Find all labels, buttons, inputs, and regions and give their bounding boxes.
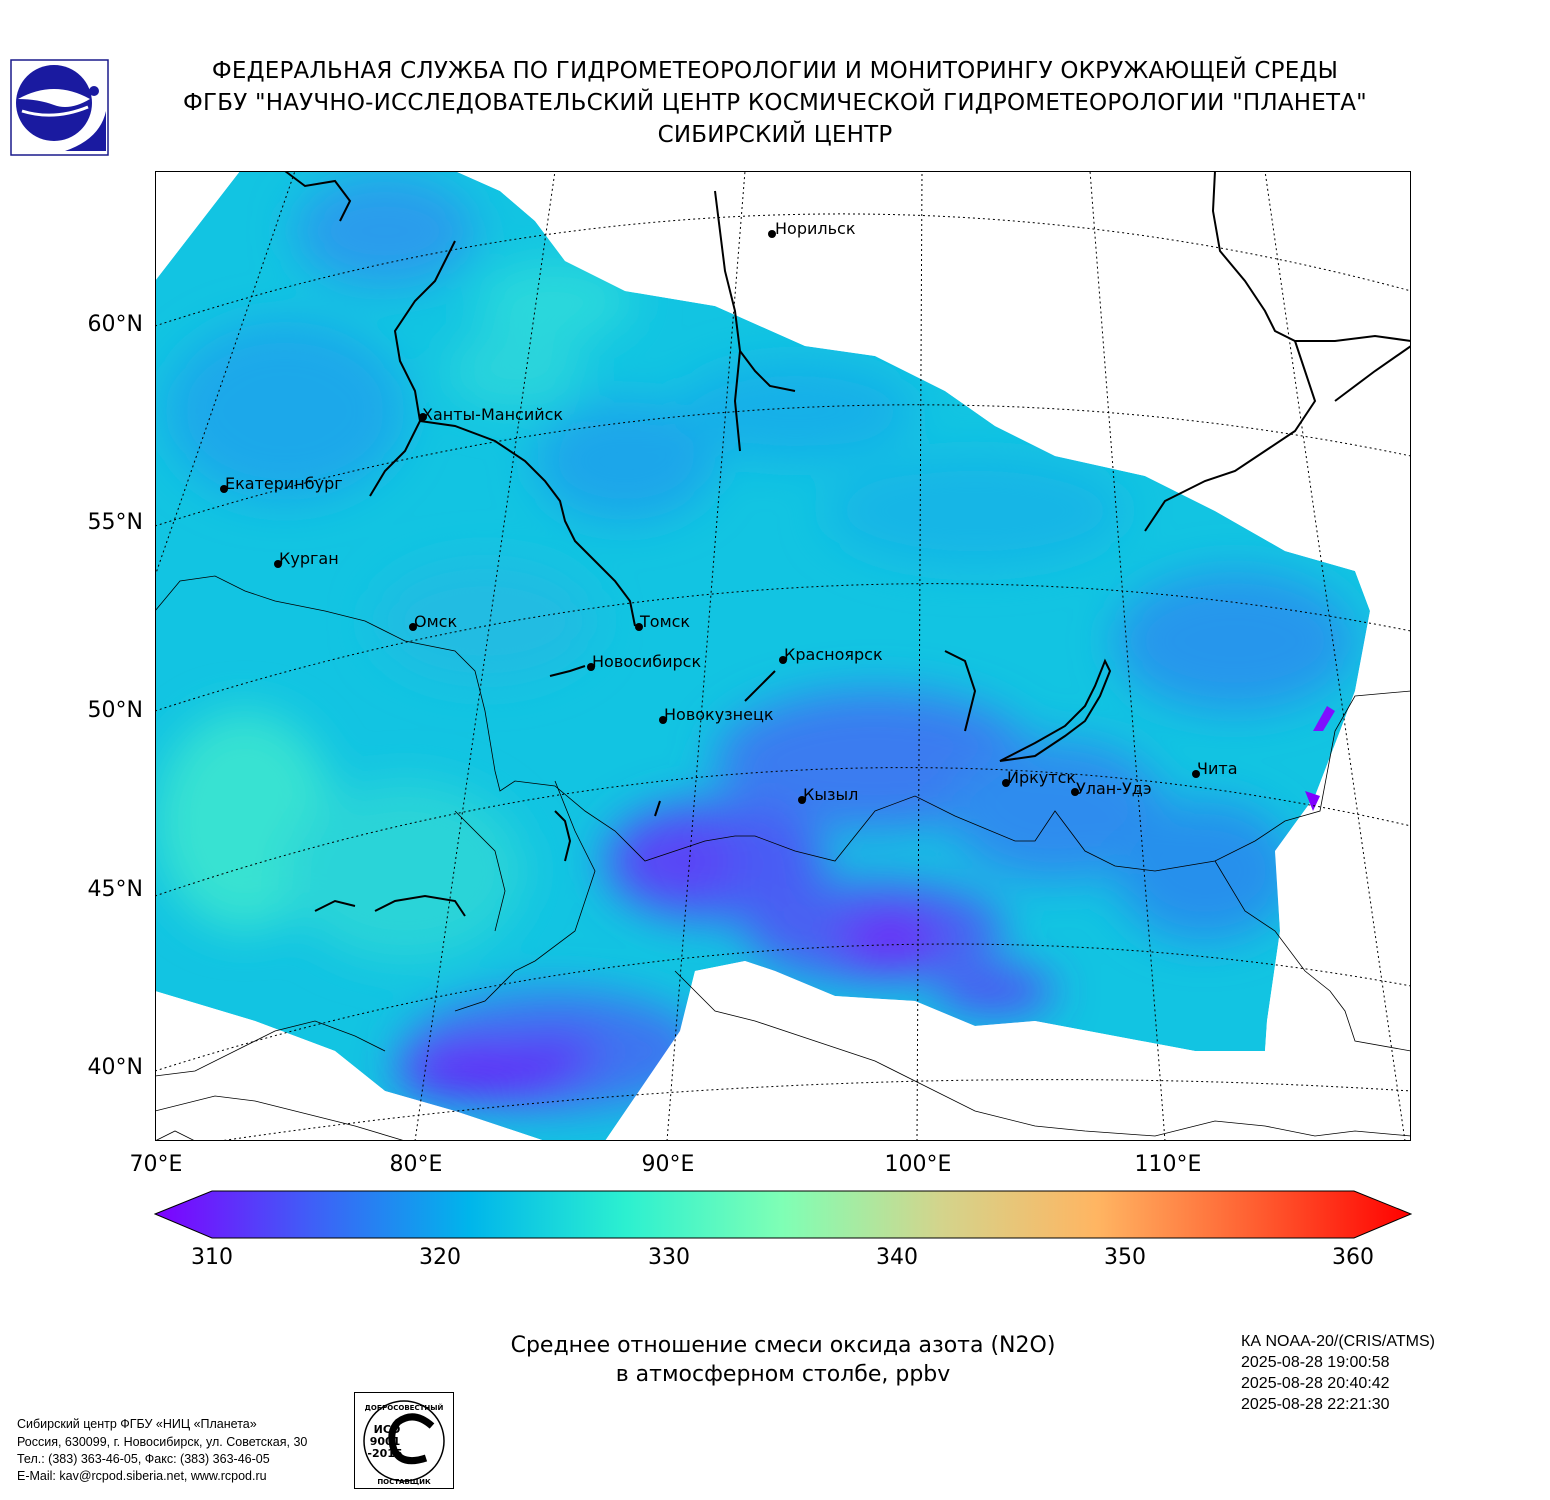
city-label-kyzyl: Кызыл <box>803 785 858 804</box>
city-label-tomsk: Томск <box>639 612 690 631</box>
iso-badge-year: -2015 <box>367 1447 402 1460</box>
city-labels: Норильск Ханты-Мансийск Екатеринбург Кур… <box>225 219 1238 804</box>
iso-badge-top: ДОБРОСОВЕСТНЫЙ <box>365 1403 444 1412</box>
planeta-logo <box>10 59 109 156</box>
colorbar-tick-350: 350 <box>1104 1245 1146 1270</box>
lat-label-45: 45°N <box>87 877 143 902</box>
lon-label-70: 70°E <box>129 1152 183 1177</box>
header-line-1: ФЕДЕРАЛЬНАЯ СЛУЖБА ПО ГИДРОМЕТЕОРОЛОГИИ … <box>211 58 1339 84</box>
lat-label-60: 60°N <box>87 312 143 337</box>
footer-address-4: E-Mail: kav@rcpod.siberia.net, www.rcpod… <box>17 1469 267 1483</box>
colorbar-tick-330: 330 <box>648 1245 690 1270</box>
lon-label-110: 110°E <box>1134 1152 1202 1177</box>
city-label-krasnoyarsk: Красноярск <box>784 645 883 664</box>
iso-badge-num: 9001 <box>370 1435 401 1448</box>
satellite-name: КА NOAA-20/(CRIS/ATMS) <box>1241 1333 1435 1350</box>
city-label-chita: Чита <box>1197 759 1238 778</box>
colorbar-tick-320: 320 <box>419 1245 461 1270</box>
city-label-novosibirsk: Новосибирск <box>592 652 701 671</box>
lat-label-55: 55°N <box>87 510 143 535</box>
lon-label-80: 80°E <box>389 1152 443 1177</box>
colorbar-tick-360: 360 <box>1332 1245 1374 1270</box>
footer-address-2: Россия, 630099, г. Новосибирск, ул. Сове… <box>17 1435 308 1449</box>
city-label-yekaterinburg: Екатеринбург <box>225 474 343 493</box>
city-label-omsk: Омск <box>414 612 457 631</box>
iso-9001-badge: ДОБРОСОВЕСТНЫЙ ИСО 9001 -2015 ПОСТАВЩИК <box>354 1392 454 1489</box>
n2o-field <box>155 171 1411 1141</box>
iso-badge-bottom: ПОСТАВЩИК <box>377 1478 431 1486</box>
city-label-irkutsk: Иркутск <box>1007 768 1076 787</box>
footer-address-3: Тел.: (383) 363-46-05, Факс: (383) 363-4… <box>17 1452 270 1466</box>
colorbar-tick-310: 310 <box>191 1245 233 1270</box>
caption-line-2: в атмосферном столбе, ppbv <box>615 1362 951 1387</box>
header-line-2: ФГБУ "НАУЧНО-ИССЛЕДОВАТЕЛЬСКИЙ ЦЕНТР КОС… <box>183 90 1367 116</box>
graticule <box>155 171 1411 1141</box>
rivers <box>284 171 1411 917</box>
caption-line-1: Среднее отношение смеси оксида азота (N2… <box>510 1333 1056 1358</box>
header-line-3: СИБИРСКИЙ ЦЕНТР <box>657 122 893 148</box>
iso-badge-iso: ИСО <box>374 1423 401 1436</box>
borders <box>155 575 1411 1141</box>
city-label-norilsk: Норильск <box>775 219 856 238</box>
colorbar <box>154 1190 1412 1239</box>
lat-label-40: 40°N <box>87 1055 143 1080</box>
satellite-time-1: 2025-08-28 19:00:58 <box>1241 1354 1390 1371</box>
lat-label-50: 50°N <box>87 698 143 723</box>
city-label-novokuznetsk: Новокузнецк <box>664 705 774 724</box>
lon-label-90: 90°E <box>641 1152 695 1177</box>
footer-address-1: Сибирский центр ФГБУ «НИЦ «Планета» <box>17 1417 257 1431</box>
city-label-ulan-ude: Улан-Удэ <box>1076 779 1152 798</box>
n2o-map: Норильск Ханты-Мансийск Екатеринбург Кур… <box>155 171 1411 1141</box>
satellite-time-3: 2025-08-28 22:21:30 <box>1241 1396 1390 1413</box>
city-label-khanty-mansiysk: Ханты-Мансийск <box>422 405 563 424</box>
city-label-kurgan: Курган <box>279 549 339 568</box>
lon-label-100: 100°E <box>884 1152 952 1177</box>
city-markers <box>220 230 1200 804</box>
satellite-time-2: 2025-08-28 20:40:42 <box>1241 1375 1390 1392</box>
colorbar-tick-340: 340 <box>876 1245 918 1270</box>
